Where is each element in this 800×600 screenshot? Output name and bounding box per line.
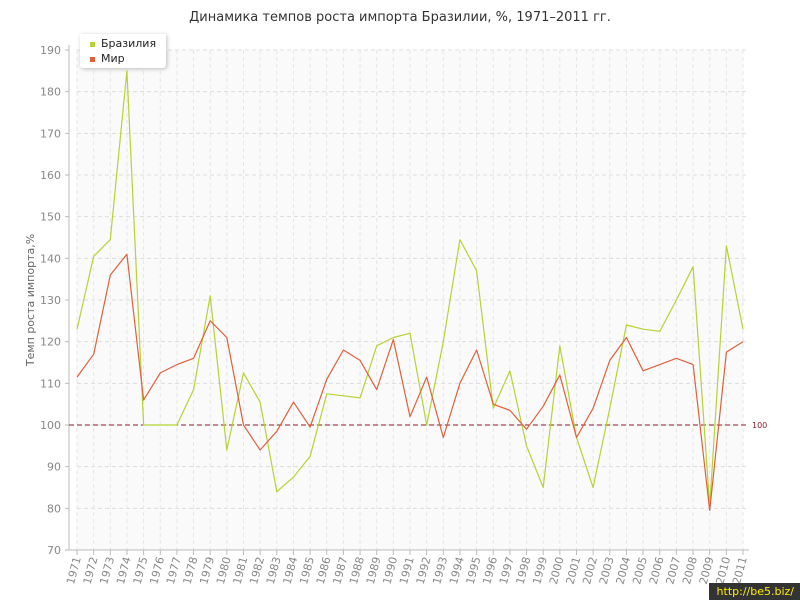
y-tick-label: 130 — [40, 294, 61, 307]
series-line-brazil — [76, 70, 744, 507]
y-tick-label: 100 — [40, 419, 61, 432]
axes — [68, 45, 749, 551]
legend-item-world[interactable]: Мир — [90, 52, 125, 65]
y-tick-labels: 70 80 90 100 110 120 130 140 150 160 170 180 190 — [40, 44, 69, 557]
series-lines — [76, 70, 744, 511]
legend-marker-world — [90, 56, 95, 62]
legend-item-brazil[interactable]: Бразилия — [90, 37, 156, 50]
reference-line-label: 100 — [752, 421, 767, 430]
y-tick-label: 90 — [47, 461, 61, 474]
legend-marker-brazil — [90, 41, 95, 47]
y-tick-label: 120 — [40, 336, 61, 349]
series-line-world — [76, 253, 744, 511]
x-tick-label: 2011 — [730, 555, 750, 585]
y-tick-label: 190 — [40, 44, 61, 57]
grid-lines — [76, 49, 749, 550]
y-tick-label: 180 — [40, 86, 61, 99]
reference-line-group: 100 — [69, 421, 767, 430]
y-tick-label: 170 — [40, 127, 61, 140]
watermark-link[interactable]: http://be5.biz/ — [708, 583, 800, 600]
legend: Бразилия Мир — [80, 34, 166, 68]
y-tick-label: 140 — [40, 252, 61, 265]
x-tick-labels: 1971197219731974197519761977197819791980… — [64, 550, 750, 586]
y-tick-label: 70 — [47, 544, 61, 557]
y-tick-label: 160 — [40, 169, 61, 182]
legend-label-world: Мир — [101, 52, 125, 65]
legend-label-brazil: Бразилия — [101, 37, 157, 50]
y-tick-label: 110 — [40, 377, 61, 390]
y-axis-label: Темп роста импорта,% — [24, 234, 37, 367]
y-tick-label: 150 — [40, 211, 61, 224]
chart-title: Динамика темпов роста импорта Бразилии, … — [189, 10, 611, 25]
y-tick-label: 80 — [47, 502, 61, 515]
